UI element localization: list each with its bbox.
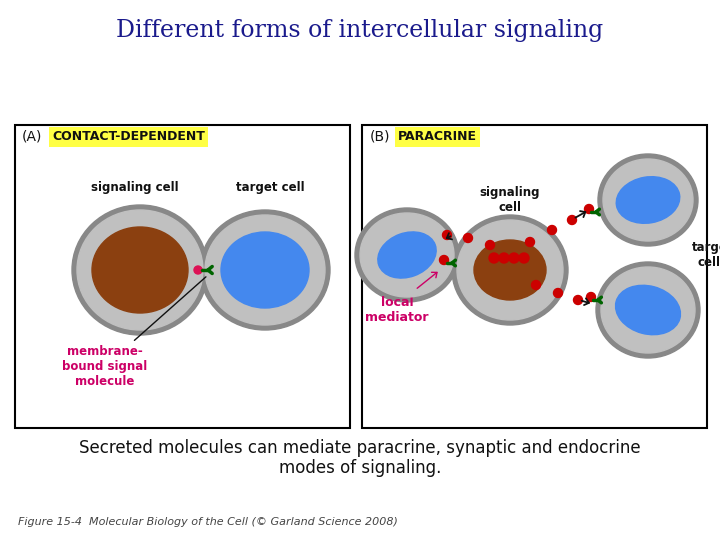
Text: Different forms of intercellular signaling: Different forms of intercellular signali… (117, 18, 603, 42)
Ellipse shape (200, 210, 330, 330)
Circle shape (509, 253, 519, 263)
Circle shape (567, 215, 577, 225)
Circle shape (443, 231, 451, 240)
Circle shape (485, 240, 495, 249)
Circle shape (489, 253, 499, 263)
Circle shape (526, 238, 534, 246)
Ellipse shape (616, 177, 680, 224)
Ellipse shape (596, 262, 700, 358)
Circle shape (499, 253, 509, 263)
Text: target
cells: target cells (692, 241, 720, 269)
Text: membrane-
bound signal
molecule: membrane- bound signal molecule (63, 277, 206, 388)
Bar (15, 125, 350, 428)
Ellipse shape (452, 215, 568, 325)
Text: (A): (A) (22, 130, 42, 144)
Circle shape (464, 233, 472, 242)
Circle shape (547, 226, 557, 234)
Ellipse shape (378, 232, 436, 278)
Ellipse shape (603, 159, 693, 241)
Text: Figure 15-4  Molecular Biology of the Cell (© Garland Science 2008): Figure 15-4 Molecular Biology of the Cel… (18, 517, 398, 527)
Circle shape (554, 288, 562, 298)
Ellipse shape (355, 208, 459, 302)
Circle shape (587, 293, 595, 301)
Ellipse shape (598, 154, 698, 246)
Ellipse shape (601, 267, 695, 353)
Bar (362, 125, 707, 428)
Text: Secreted molecules can mediate paracrine, synaptic and endocrine
modes of signal: Secreted molecules can mediate paracrine… (79, 438, 641, 477)
Ellipse shape (205, 215, 325, 325)
Circle shape (531, 280, 541, 289)
Circle shape (574, 295, 582, 305)
Text: target cell: target cell (235, 181, 305, 194)
Text: CONTACT-DEPENDENT: CONTACT-DEPENDENT (52, 131, 205, 144)
Ellipse shape (474, 240, 546, 300)
Text: signaling cell: signaling cell (91, 181, 179, 194)
Ellipse shape (221, 232, 309, 308)
Ellipse shape (616, 285, 680, 335)
Circle shape (519, 253, 529, 263)
Ellipse shape (360, 213, 454, 297)
Circle shape (194, 266, 202, 274)
Circle shape (585, 205, 593, 213)
Ellipse shape (457, 220, 563, 320)
Ellipse shape (72, 205, 208, 335)
Text: PARACRINE: PARACRINE (398, 131, 477, 144)
Text: local
mediator: local mediator (365, 296, 428, 324)
Ellipse shape (92, 227, 188, 313)
Text: (B): (B) (370, 130, 390, 144)
Text: signaling
cell: signaling cell (480, 186, 540, 214)
Circle shape (439, 255, 449, 265)
Ellipse shape (77, 210, 203, 330)
